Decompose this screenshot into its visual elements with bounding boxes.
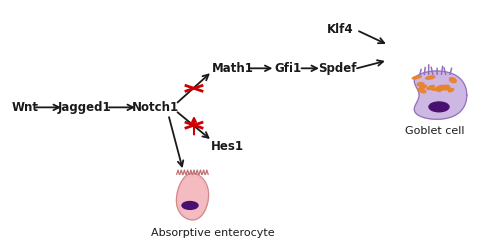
- Ellipse shape: [450, 78, 456, 83]
- Ellipse shape: [412, 76, 422, 79]
- Ellipse shape: [427, 85, 434, 90]
- Text: Absorptive enterocyte: Absorptive enterocyte: [150, 228, 274, 238]
- Text: Wnt: Wnt: [12, 101, 38, 114]
- Circle shape: [182, 202, 198, 209]
- Ellipse shape: [418, 89, 426, 93]
- Text: Klf4: Klf4: [326, 23, 353, 36]
- Ellipse shape: [418, 83, 424, 86]
- Ellipse shape: [442, 87, 450, 90]
- Text: Goblet cell: Goblet cell: [405, 126, 465, 135]
- Text: Hes1: Hes1: [211, 140, 244, 153]
- Text: Notch1: Notch1: [132, 101, 178, 114]
- Polygon shape: [176, 173, 208, 220]
- Ellipse shape: [444, 85, 450, 89]
- Ellipse shape: [437, 88, 442, 92]
- Ellipse shape: [426, 76, 435, 79]
- Text: Gfi1: Gfi1: [274, 62, 301, 75]
- Polygon shape: [178, 176, 208, 220]
- Text: Math1: Math1: [212, 62, 254, 75]
- Text: Spdef: Spdef: [318, 62, 357, 75]
- Ellipse shape: [436, 87, 442, 91]
- Circle shape: [429, 102, 449, 112]
- Ellipse shape: [437, 85, 445, 89]
- Ellipse shape: [448, 89, 454, 92]
- Ellipse shape: [432, 88, 442, 91]
- Ellipse shape: [420, 85, 426, 89]
- Text: Jagged1: Jagged1: [57, 101, 111, 114]
- Polygon shape: [414, 71, 467, 119]
